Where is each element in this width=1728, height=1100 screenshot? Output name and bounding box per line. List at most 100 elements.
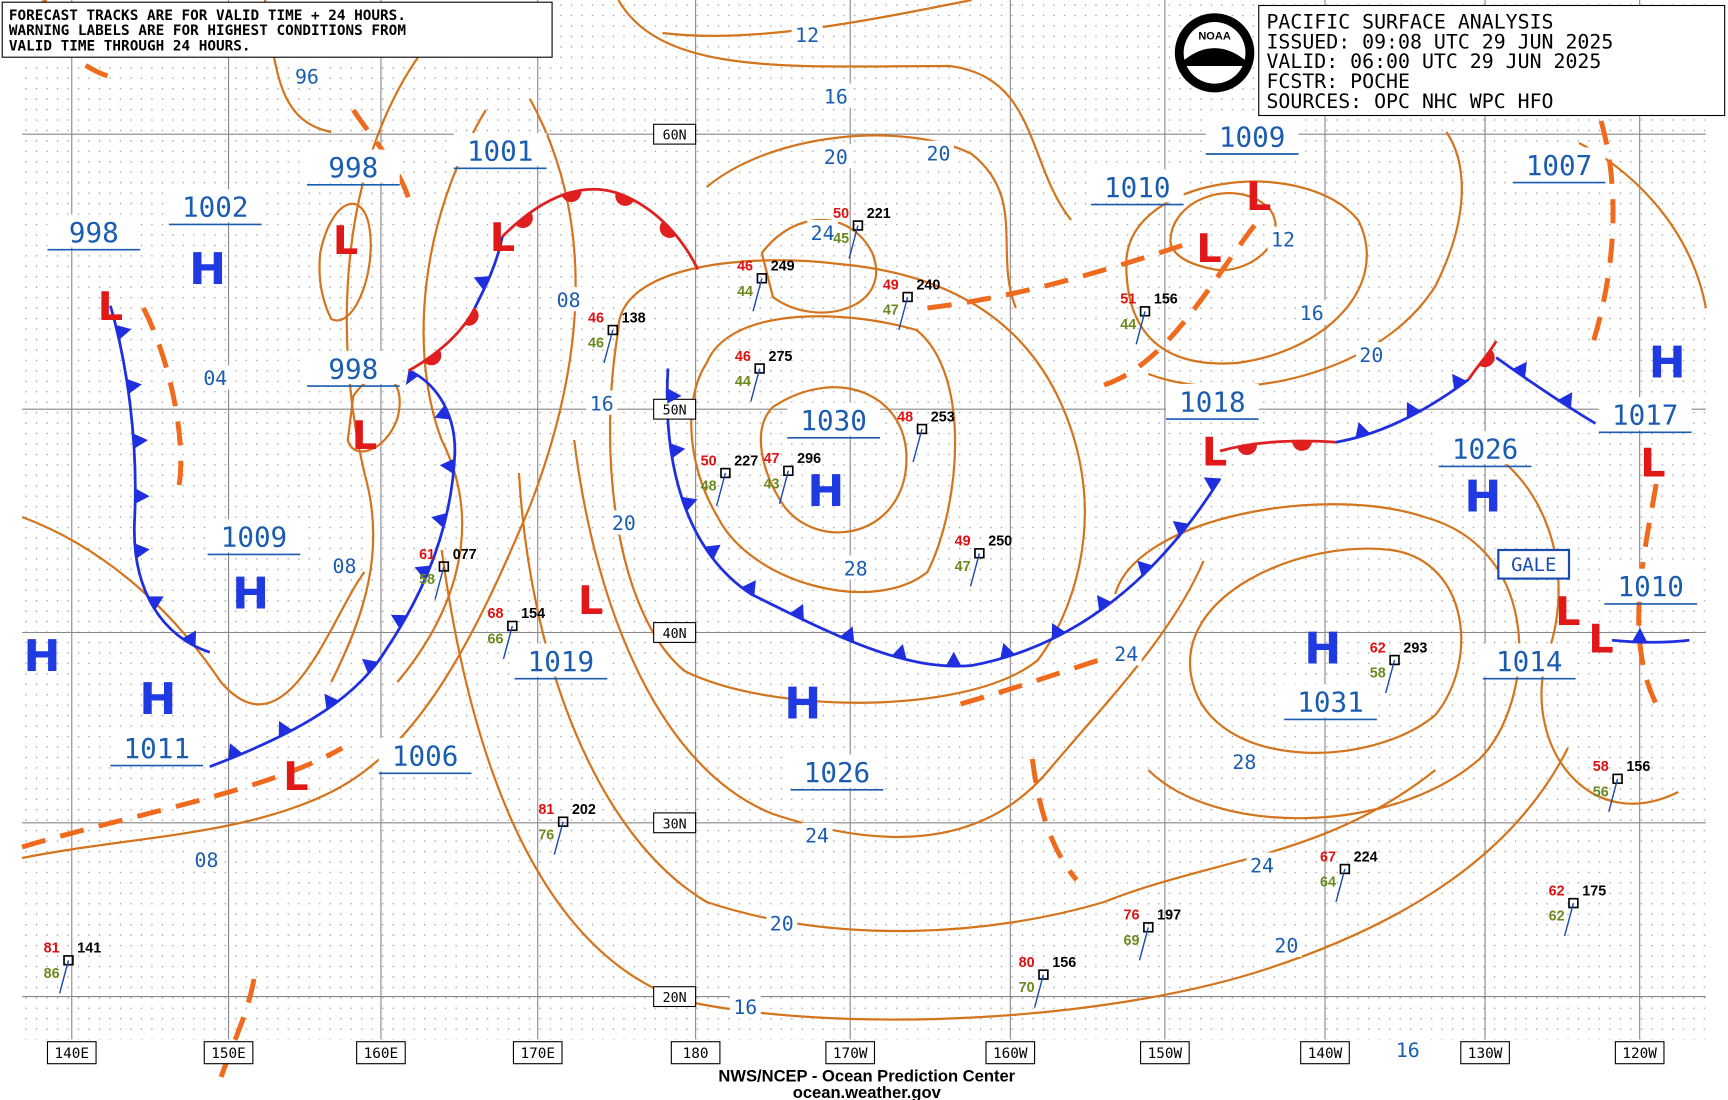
station-dewpoint: 86	[44, 966, 60, 982]
labels: 60N 50N 40N 30N 20N 140E 150E 160E 170E 180 170W 16…	[23, 22, 1698, 1065]
station-pressure: 227	[734, 453, 758, 469]
high-center: H	[784, 678, 821, 729]
cold-front-triangle	[405, 370, 419, 386]
footer-bg	[684, 1064, 1049, 1100]
latitude-label-box	[653, 123, 697, 145]
wind-barb	[1138, 927, 1150, 961]
station-temperature: 47	[764, 451, 780, 467]
station-temperature: 80	[1019, 955, 1035, 971]
fronts	[109, 188, 1690, 768]
forecast-track	[218, 978, 257, 1079]
station-dewpoint: 62	[1549, 909, 1565, 925]
station-marker	[756, 273, 768, 284]
station-temperature: 46	[737, 259, 753, 275]
station-marker	[916, 423, 928, 435]
station-dewpoint: 44	[1120, 317, 1136, 333]
isobar-label-bg	[329, 553, 360, 578]
isobar-label: 20	[824, 146, 848, 169]
station-temperature: 67	[1320, 849, 1336, 865]
station-pressure: 197	[1157, 908, 1181, 924]
cold-front-triangle	[1051, 623, 1066, 640]
station-dewpoint: 47	[955, 559, 971, 575]
wind-barb	[1135, 311, 1146, 345]
cold-front-triangle	[324, 693, 339, 710]
longitude-label-box	[825, 1041, 876, 1065]
station-temperature: 51	[1120, 292, 1136, 308]
longitude-label-box	[1460, 1041, 1510, 1065]
pressure-label-bg	[1598, 397, 1692, 431]
low-center: L	[490, 215, 515, 261]
longitude-label: 170E	[520, 1046, 555, 1062]
isobar-label-bg	[807, 220, 839, 245]
station-marker	[1143, 922, 1154, 933]
pressure-label: 1001	[467, 136, 533, 168]
wind-barb	[553, 821, 564, 855]
latitude-label-box	[653, 622, 697, 643]
pressure-label-bg	[1604, 568, 1698, 602]
isobar-label-bg	[840, 555, 872, 580]
pressure-label-bg	[110, 730, 204, 764]
wind-barb	[58, 960, 70, 994]
pressure-label-bg	[1090, 169, 1184, 203]
isobar-label-bg	[191, 847, 222, 872]
longitude-label-box	[1140, 1041, 1190, 1065]
cold-front-triangle	[473, 276, 490, 291]
latitude-label: 30N	[663, 817, 687, 832]
station-pressure: 224	[1354, 849, 1378, 865]
isobar-label-bg	[291, 63, 323, 88]
longitude-label: 150W	[1148, 1046, 1183, 1062]
pressure-label: 1010	[1617, 571, 1683, 603]
cold-front-triangle	[135, 488, 150, 504]
wind-barb	[898, 296, 909, 331]
warm-front	[501, 188, 700, 271]
pressure-label-bg	[453, 133, 547, 167]
wind-barb	[969, 553, 981, 587]
isobar-label-bg	[1296, 300, 1328, 325]
isobar-label: 04	[203, 367, 227, 390]
isobar-label-bg	[1270, 932, 1302, 957]
cold-front	[473, 236, 504, 309]
isobar-label: 24	[805, 825, 829, 848]
wind-barb	[750, 368, 761, 402]
warm-front-semicircle	[1478, 349, 1495, 368]
longitude-label: 140W	[1308, 1046, 1343, 1062]
high-center: H	[23, 631, 60, 682]
station-pressure: 296	[797, 451, 821, 467]
high-center: H	[1649, 337, 1686, 388]
station-temperature: 81	[44, 941, 60, 957]
pressure-label-bg	[1284, 684, 1377, 718]
longitude-label: 160W	[993, 1046, 1028, 1062]
pressure-label: 1031	[1297, 687, 1363, 719]
pressure-label-bg	[1438, 431, 1532, 465]
pressure-label: 998	[328, 353, 378, 385]
wind-barb	[778, 470, 790, 504]
station-pressure: 293	[1403, 640, 1427, 656]
cold-front-triangle	[133, 433, 148, 449]
note-line: FORECAST TRACKS ARE FOR VALID TIME + 24 …	[9, 8, 406, 24]
cold-front-triangle	[431, 512, 447, 528]
station-temperature: 81	[538, 802, 554, 818]
isobar-label: 16	[590, 392, 614, 415]
isobar-label-bg	[1392, 1037, 1424, 1062]
latitude-label: 40N	[663, 627, 687, 642]
cold-front-triangle	[741, 580, 756, 596]
pressure-label: 1018	[1179, 386, 1245, 418]
isobar-label: 28	[844, 557, 868, 580]
longitude-label-box	[1300, 1041, 1350, 1065]
station-pressure: 202	[572, 802, 596, 818]
station-pressure: 253	[931, 409, 955, 425]
isobar-label-bg	[553, 287, 585, 312]
warm-front-semicircle	[659, 221, 677, 238]
cold-front-triangle	[1512, 361, 1527, 378]
isobar	[617, 0, 1072, 221]
station-temperature: 49	[955, 534, 971, 550]
cold-front-triangle	[1172, 520, 1189, 536]
cold-front-triangle	[1631, 627, 1648, 643]
station-temperature: 46	[588, 310, 604, 326]
station-temperature: 76	[1124, 908, 1140, 924]
high-center: H	[139, 674, 176, 725]
station-pressure: 141	[77, 941, 101, 957]
longitude-label: 140E	[55, 1046, 90, 1062]
station-temperature: 46	[735, 349, 751, 365]
